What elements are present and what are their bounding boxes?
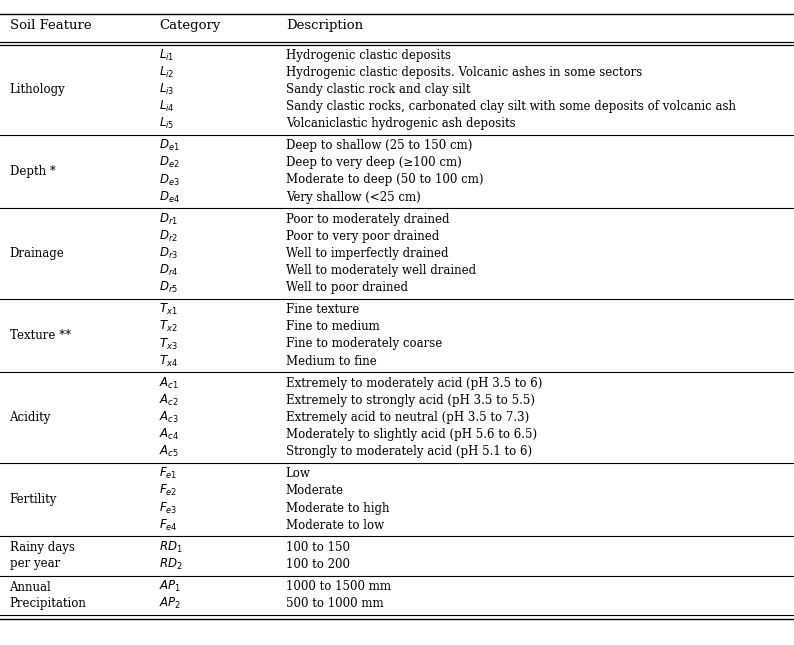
Text: Poor to very poor drained: Poor to very poor drained	[286, 230, 439, 243]
Text: Moderately to slightly acid (pH 5.6 to 6.5): Moderately to slightly acid (pH 5.6 to 6…	[286, 428, 537, 441]
Text: Well to poor drained: Well to poor drained	[286, 281, 408, 294]
Text: $\mathit{L}_{i1}$: $\mathit{L}_{i1}$	[159, 48, 174, 63]
Text: Soil Feature: Soil Feature	[10, 19, 91, 32]
Text: $\mathit{D}_{e1}$: $\mathit{D}_{e1}$	[159, 138, 179, 154]
Text: Fine to moderately coarse: Fine to moderately coarse	[286, 337, 442, 350]
Text: Moderate to high: Moderate to high	[286, 502, 389, 515]
Text: Fine texture: Fine texture	[286, 303, 359, 316]
Text: Texture **: Texture **	[10, 329, 71, 342]
Text: 100 to 150: 100 to 150	[286, 541, 350, 554]
Text: Drainage: Drainage	[10, 247, 64, 260]
Text: Low: Low	[286, 468, 310, 481]
Text: Deep to very deep (≥100 cm): Deep to very deep (≥100 cm)	[286, 156, 461, 170]
Text: $\mathit{RD}_{2}$: $\mathit{RD}_{2}$	[159, 557, 183, 572]
Text: Deep to shallow (25 to 150 cm): Deep to shallow (25 to 150 cm)	[286, 139, 472, 152]
Text: $\mathit{L}_{i3}$: $\mathit{L}_{i3}$	[159, 82, 174, 97]
Text: Medium to fine: Medium to fine	[286, 355, 376, 368]
Text: $\mathit{L}_{i5}$: $\mathit{L}_{i5}$	[159, 116, 174, 131]
Text: $\mathit{D}_{r2}$: $\mathit{D}_{r2}$	[159, 229, 178, 244]
Text: Extremely to moderately acid (pH 3.5 to 6): Extremely to moderately acid (pH 3.5 to …	[286, 377, 542, 390]
Text: $\mathit{T}_{x4}$: $\mathit{T}_{x4}$	[159, 353, 178, 369]
Text: $\mathit{D}_{r1}$: $\mathit{D}_{r1}$	[159, 212, 178, 227]
Text: $\mathit{A}_{c3}$: $\mathit{A}_{c3}$	[159, 410, 179, 425]
Text: Sandy clastic rocks, carbonated clay silt with some deposits of volcanic ash: Sandy clastic rocks, carbonated clay sil…	[286, 100, 736, 113]
Text: 1000 to 1500 mm: 1000 to 1500 mm	[286, 580, 391, 593]
Text: $\mathit{L}_{i2}$: $\mathit{L}_{i2}$	[159, 64, 174, 80]
Text: $\mathit{L}_{i4}$: $\mathit{L}_{i4}$	[159, 99, 175, 114]
Text: $\mathit{T}_{x2}$: $\mathit{T}_{x2}$	[159, 319, 177, 335]
Text: Annual
Precipitation: Annual Precipitation	[10, 580, 87, 610]
Text: Description: Description	[286, 19, 363, 32]
Text: Poor to moderately drained: Poor to moderately drained	[286, 213, 449, 226]
Text: Fine to medium: Fine to medium	[286, 321, 380, 333]
Text: Well to moderately well drained: Well to moderately well drained	[286, 264, 476, 277]
Text: Fertility: Fertility	[10, 493, 57, 506]
Text: $\mathit{F}_{e1}$: $\mathit{F}_{e1}$	[159, 466, 177, 481]
Text: Volcaniclastic hydrogenic ash deposits: Volcaniclastic hydrogenic ash deposits	[286, 117, 515, 130]
Text: $\mathit{A}_{c2}$: $\mathit{A}_{c2}$	[159, 393, 179, 408]
Text: $\mathit{D}_{e2}$: $\mathit{D}_{e2}$	[159, 155, 179, 170]
Text: $\mathit{A}_{c1}$: $\mathit{A}_{c1}$	[159, 376, 179, 391]
Text: $\mathit{D}_{r4}$: $\mathit{D}_{r4}$	[159, 263, 178, 278]
Text: $\mathit{T}_{x3}$: $\mathit{T}_{x3}$	[159, 337, 177, 352]
Text: Acidity: Acidity	[10, 411, 51, 424]
Text: Lithology: Lithology	[10, 83, 65, 96]
Text: $\mathit{D}_{e4}$: $\mathit{D}_{e4}$	[159, 190, 179, 204]
Text: Well to imperfectly drained: Well to imperfectly drained	[286, 247, 449, 260]
Text: $\mathit{F}_{e4}$: $\mathit{F}_{e4}$	[159, 517, 177, 533]
Text: 100 to 200: 100 to 200	[286, 558, 350, 571]
Text: $\mathit{F}_{e3}$: $\mathit{F}_{e3}$	[159, 501, 177, 515]
Text: $\mathit{D}_{e3}$: $\mathit{D}_{e3}$	[159, 172, 179, 188]
Text: $\mathit{D}_{r3}$: $\mathit{D}_{r3}$	[159, 246, 178, 261]
Text: Strongly to moderately acid (pH 5.1 to 6): Strongly to moderately acid (pH 5.1 to 6…	[286, 445, 532, 458]
Text: $\mathit{D}_{r5}$: $\mathit{D}_{r5}$	[159, 280, 178, 295]
Text: Moderate to low: Moderate to low	[286, 519, 384, 531]
Text: $\mathit{T}_{x1}$: $\mathit{T}_{x1}$	[159, 303, 177, 317]
Text: Very shallow (<25 cm): Very shallow (<25 cm)	[286, 190, 421, 204]
Text: Extremely acid to neutral (pH 3.5 to 7.3): Extremely acid to neutral (pH 3.5 to 7.3…	[286, 411, 529, 424]
Text: $\mathit{AP}_{1}$: $\mathit{AP}_{1}$	[159, 579, 181, 594]
Text: 500 to 1000 mm: 500 to 1000 mm	[286, 597, 384, 610]
Text: $\mathit{A}_{c5}$: $\mathit{A}_{c5}$	[159, 444, 179, 459]
Text: Moderate: Moderate	[286, 484, 344, 497]
Text: Hydrogenic clastic deposits. Volcanic ashes in some sectors: Hydrogenic clastic deposits. Volcanic as…	[286, 66, 642, 79]
Text: $\mathit{AP}_{2}$: $\mathit{AP}_{2}$	[159, 596, 181, 611]
Text: $\mathit{A}_{c4}$: $\mathit{A}_{c4}$	[159, 427, 179, 442]
Text: Sandy clastic rock and clay silt: Sandy clastic rock and clay silt	[286, 83, 470, 96]
Text: Moderate to deep (50 to 100 cm): Moderate to deep (50 to 100 cm)	[286, 174, 484, 186]
Text: Rainy days
per year: Rainy days per year	[10, 541, 75, 570]
Text: Hydrogenic clastic deposits: Hydrogenic clastic deposits	[286, 49, 451, 62]
Text: Category: Category	[159, 19, 220, 32]
Text: $\mathit{F}_{e2}$: $\mathit{F}_{e2}$	[159, 483, 177, 499]
Text: Extremely to strongly acid (pH 3.5 to 5.5): Extremely to strongly acid (pH 3.5 to 5.…	[286, 394, 535, 407]
Text: Depth *: Depth *	[10, 165, 56, 178]
Text: $\mathit{RD}_{1}$: $\mathit{RD}_{1}$	[159, 540, 183, 555]
